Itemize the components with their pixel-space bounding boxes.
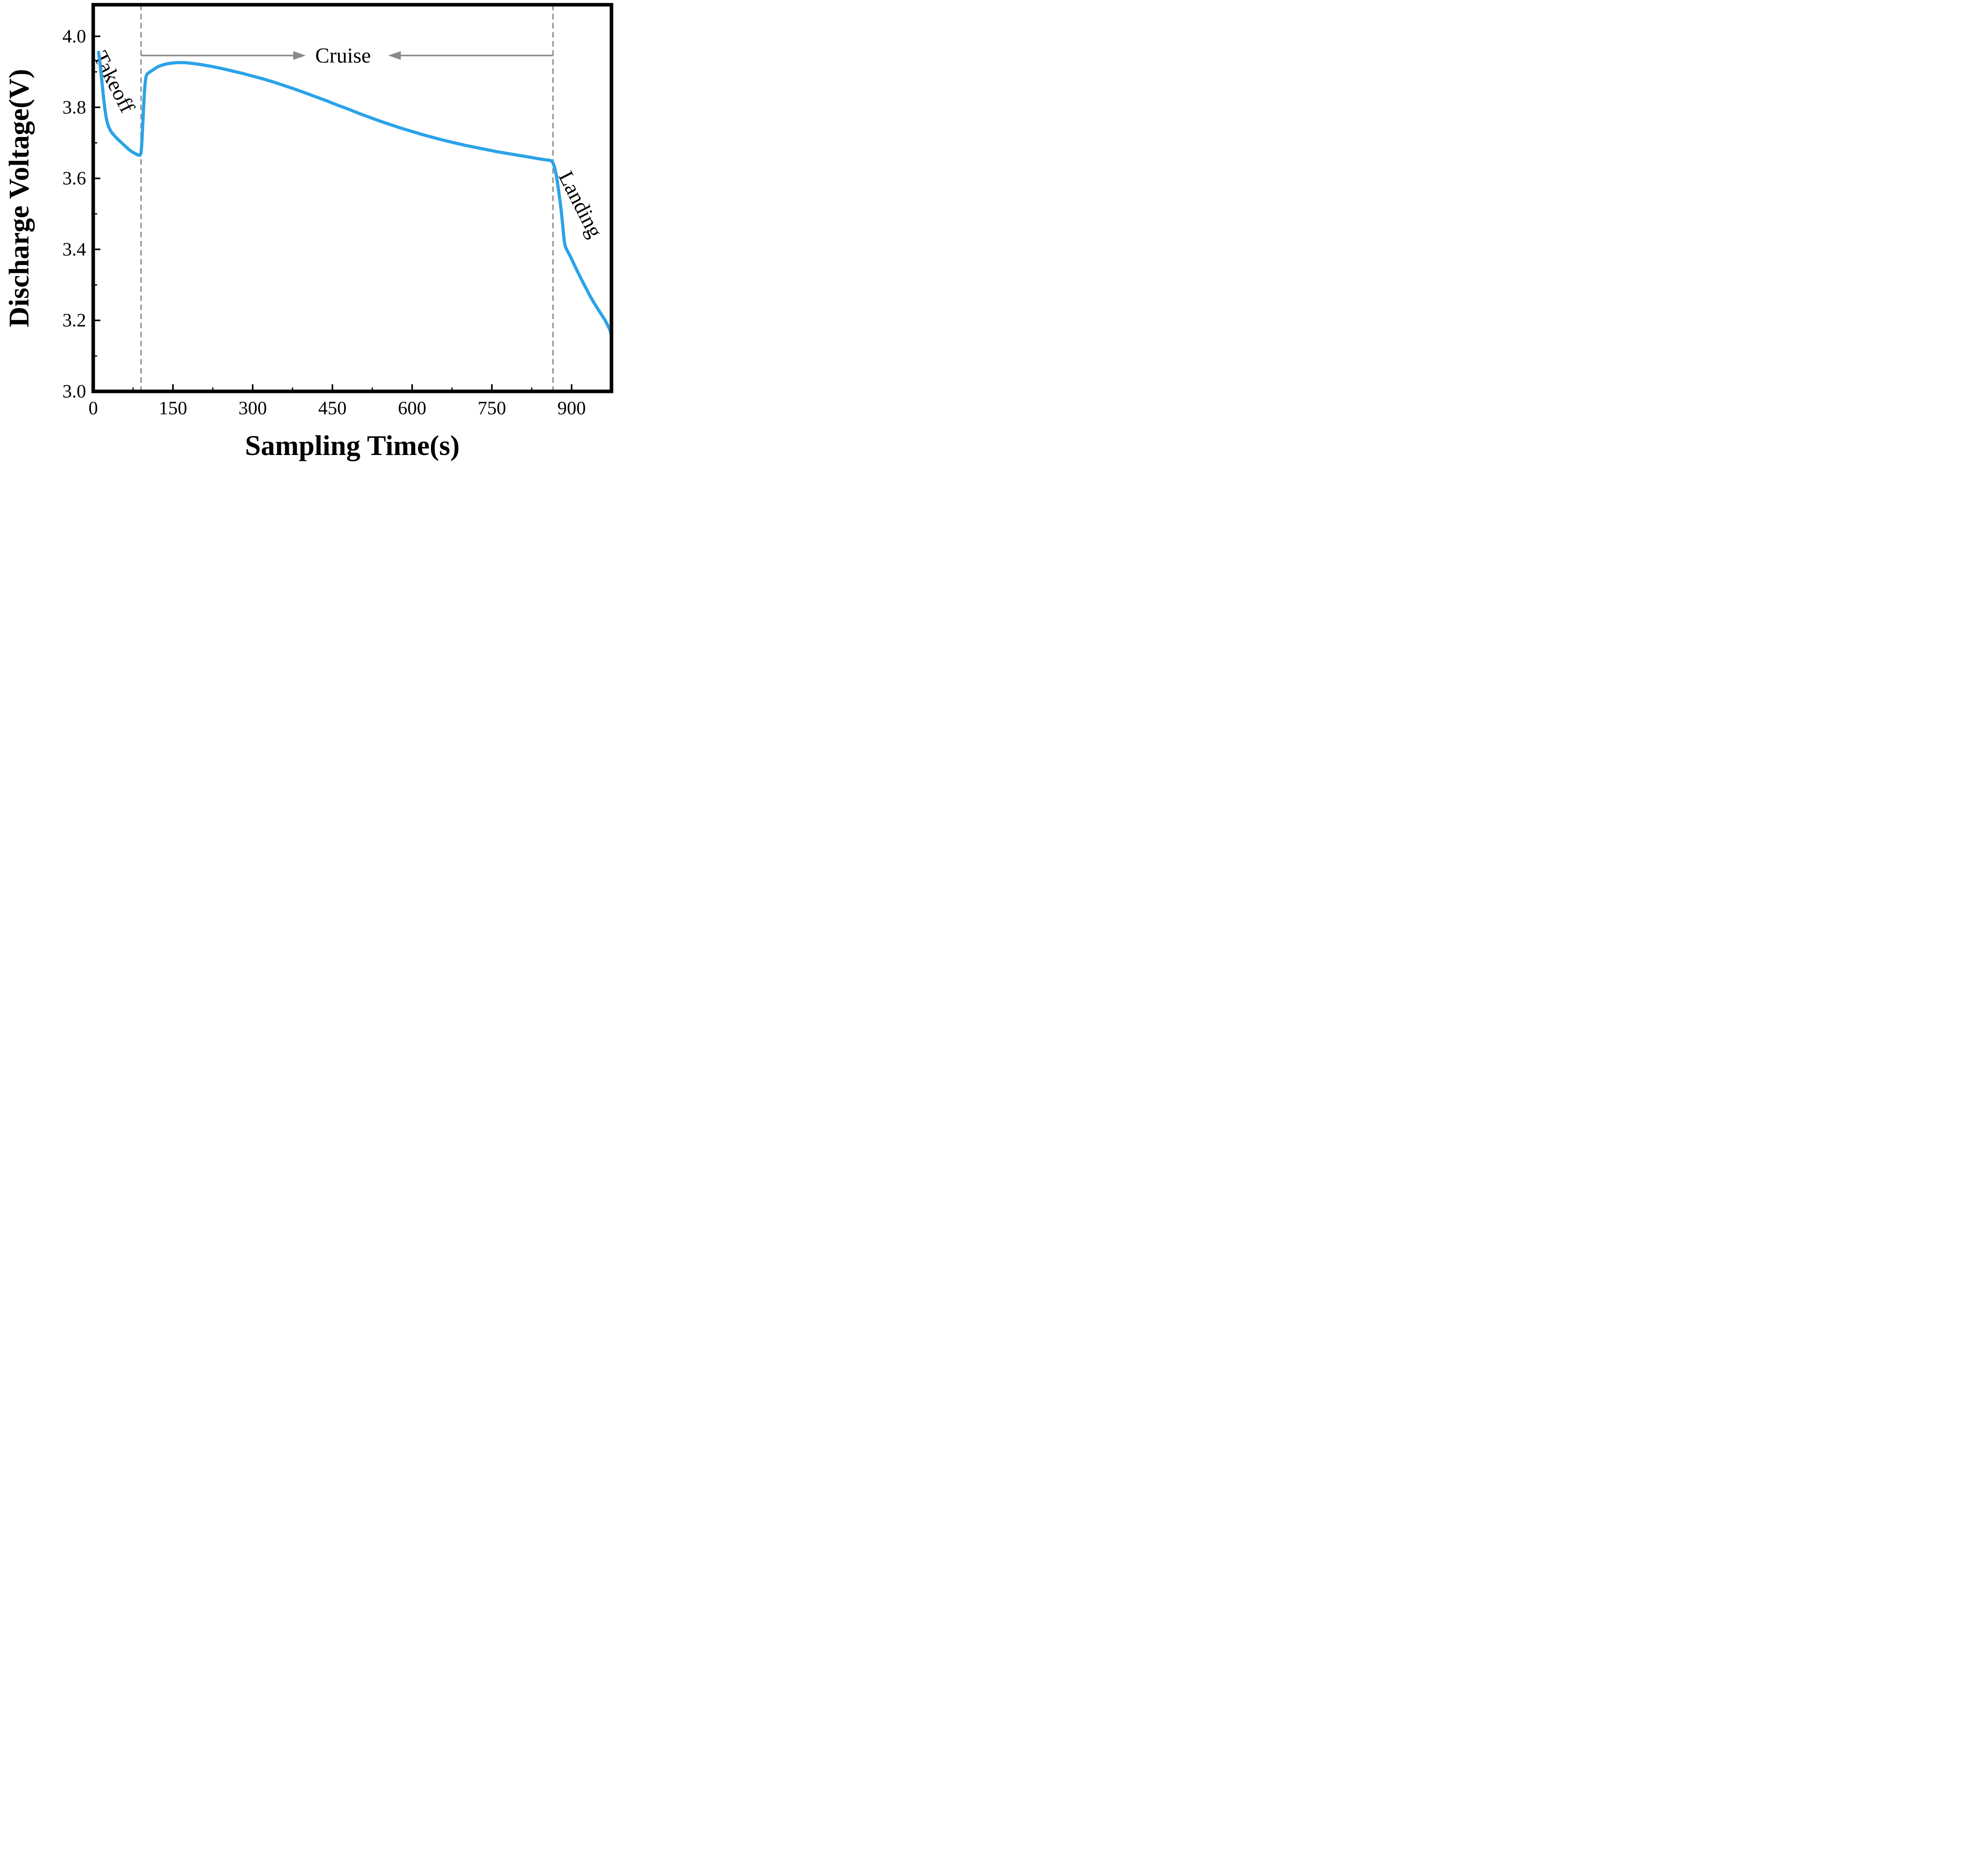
discharge-voltage-figure: Takeoff Cruise Landing 0 150 300 450 600 750 900 3… <box>0 0 623 469</box>
x-tick-label: 300 <box>239 398 267 419</box>
y-tick-label: 4.0 <box>62 26 86 47</box>
cruise-label: Cruise <box>315 44 371 68</box>
x-tick-label: 0 <box>88 398 98 419</box>
cruise-arrowhead-1 <box>293 51 306 60</box>
y-tick-label: 3.6 <box>62 168 86 189</box>
y-tick-label: 3.8 <box>62 97 86 118</box>
y-axis-label: Discharge Voltage(V) <box>3 69 35 327</box>
x-axis-label: Sampling Time(s) <box>245 430 459 461</box>
x-tick-label: 450 <box>318 398 347 419</box>
x-tick-label: 900 <box>557 398 586 419</box>
y-tick-label: 3.0 <box>62 381 86 402</box>
y-tick-label: 3.4 <box>62 239 86 260</box>
x-tick-label: 750 <box>478 398 506 419</box>
discharge-voltage-curve <box>97 51 613 338</box>
plot-border <box>91 3 613 393</box>
x-tick-label: 600 <box>398 398 426 419</box>
cruise-arrowhead-2 <box>388 51 401 60</box>
y-tick-label: 3.2 <box>62 310 86 331</box>
x-tick-label: 150 <box>159 398 187 419</box>
takeoff-label: Takeoff <box>88 47 139 116</box>
